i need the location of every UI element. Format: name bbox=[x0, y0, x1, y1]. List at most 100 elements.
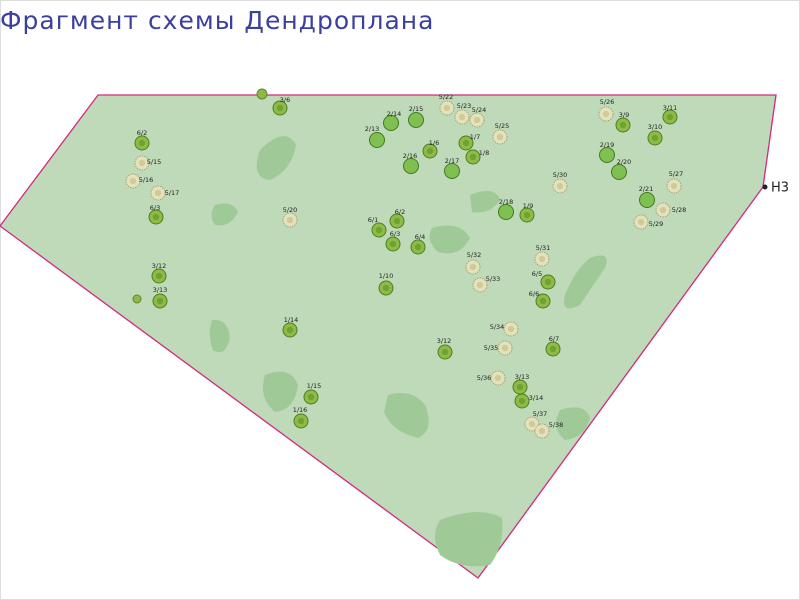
plant: 3/13 bbox=[152, 286, 168, 309]
plant-core bbox=[539, 297, 547, 305]
plant: 5/34 bbox=[490, 321, 519, 337]
plant-label: 1/6 bbox=[429, 139, 439, 147]
plant-label: 5/28 bbox=[672, 206, 687, 214]
plant-core bbox=[382, 284, 390, 292]
plant-label: 2/15 bbox=[409, 105, 424, 113]
plant-core bbox=[544, 278, 552, 286]
plant-label: 5/33 bbox=[486, 275, 501, 283]
plant-label: 3/12 bbox=[152, 262, 167, 270]
plant: 5/28 bbox=[655, 202, 687, 218]
plant: 3/9 bbox=[615, 111, 631, 133]
plant-symbol bbox=[611, 164, 627, 180]
plant: 3/11 bbox=[662, 104, 678, 125]
plant: 5/27 bbox=[666, 170, 684, 194]
plant-core bbox=[375, 226, 383, 234]
plant: 2/16 bbox=[403, 152, 419, 174]
plant: 5/17 bbox=[150, 185, 179, 201]
plant-core bbox=[426, 147, 434, 155]
plant-label: 5/16 bbox=[139, 176, 154, 184]
plant: 2/18 bbox=[498, 198, 514, 220]
plant: 5/38 bbox=[534, 421, 563, 439]
plant: 3/14 bbox=[514, 393, 543, 409]
plant: 3/12 bbox=[151, 262, 167, 284]
plant: 2/17 bbox=[444, 157, 460, 179]
plant-label: 1/7 bbox=[470, 133, 480, 141]
plant-core bbox=[443, 104, 451, 112]
plant: 5/36 bbox=[477, 370, 506, 386]
plant-label: 3/6 bbox=[280, 96, 290, 104]
plant-core bbox=[152, 213, 160, 221]
plant: 5/25 bbox=[492, 122, 509, 145]
plant-label: 5/23 bbox=[457, 102, 472, 110]
plant-label: 1/8 bbox=[479, 149, 489, 157]
plant-core bbox=[441, 348, 449, 356]
plant-core bbox=[494, 374, 502, 382]
plant-label: 5/27 bbox=[669, 170, 684, 178]
plant-label: 6/3 bbox=[390, 230, 400, 238]
marker-label: Н3 bbox=[771, 181, 789, 196]
plant-core bbox=[156, 297, 164, 305]
marker-point bbox=[762, 184, 768, 190]
plant: 6/2 bbox=[389, 208, 405, 229]
lawn-patches bbox=[209, 136, 607, 567]
plant-label: 5/22 bbox=[439, 93, 454, 101]
plant-symbol bbox=[256, 88, 268, 100]
plant-label: 3/13 bbox=[515, 373, 530, 381]
plant: 6/6 bbox=[529, 290, 551, 309]
plant-label: 2/19 bbox=[600, 141, 615, 149]
plants: 3/6 6/2 5/15 5/16 5/17 6/3 3/12 3/13 1/14 1/15 1/1… bbox=[125, 93, 687, 439]
plant-symbol bbox=[408, 112, 424, 128]
plant-label: 5/20 bbox=[283, 206, 298, 214]
plant-label: 5/36 bbox=[477, 374, 492, 382]
plant-core bbox=[528, 420, 536, 428]
plant: 6/3 bbox=[148, 204, 164, 225]
plant-label: 6/2 bbox=[137, 129, 147, 137]
plant-label: 3/13 bbox=[153, 286, 168, 294]
patch bbox=[209, 319, 230, 353]
plant-label: 1/16 bbox=[293, 406, 308, 414]
plant-core bbox=[666, 113, 674, 121]
plant-core bbox=[414, 243, 422, 251]
plant: 3/6 bbox=[272, 96, 290, 116]
plant: 1/15 bbox=[303, 382, 321, 405]
plant-label: 2/18 bbox=[499, 198, 514, 206]
plant-label: 5/26 bbox=[600, 98, 615, 106]
patch bbox=[384, 392, 429, 438]
plant-core bbox=[286, 326, 294, 334]
plant-core bbox=[155, 272, 163, 280]
plant-label: 1/9 bbox=[523, 202, 533, 210]
plant: 5/15 bbox=[134, 155, 162, 171]
plant-label: 2/13 bbox=[365, 125, 380, 133]
plant-core bbox=[138, 159, 146, 167]
patch bbox=[470, 191, 500, 213]
plant-symbol bbox=[369, 132, 385, 148]
plant: 3/12 bbox=[437, 337, 453, 360]
plant-symbol bbox=[403, 158, 419, 174]
plant-symbol bbox=[498, 204, 514, 220]
plant-label: 2/20 bbox=[617, 158, 632, 166]
plant-symbol bbox=[383, 115, 399, 131]
plant-core bbox=[473, 116, 481, 124]
patch bbox=[211, 203, 238, 226]
plant-core bbox=[538, 427, 546, 435]
plant: 1/8 bbox=[465, 149, 489, 165]
plant-core bbox=[469, 153, 477, 161]
plant-core bbox=[516, 383, 524, 391]
plant: 5/31 bbox=[534, 244, 550, 267]
patch bbox=[429, 225, 470, 254]
plant-core bbox=[501, 344, 509, 352]
title: Фрагмент схемы Дендроплана bbox=[0, 6, 434, 35]
plant: 6/3 bbox=[385, 230, 401, 252]
plant-core bbox=[549, 345, 557, 353]
plant: 5/20 bbox=[282, 206, 298, 228]
plant-label: 6/6 bbox=[529, 290, 539, 298]
plant: 6/4 bbox=[410, 233, 426, 255]
patch bbox=[564, 255, 607, 309]
plant-label: 5/15 bbox=[147, 158, 162, 166]
plant-core bbox=[523, 211, 531, 219]
plant: 1/7 bbox=[458, 133, 480, 151]
plant-label: 6/7 bbox=[549, 335, 559, 343]
plant: 5/30 bbox=[552, 171, 568, 194]
plant-label: 5/29 bbox=[649, 220, 664, 228]
